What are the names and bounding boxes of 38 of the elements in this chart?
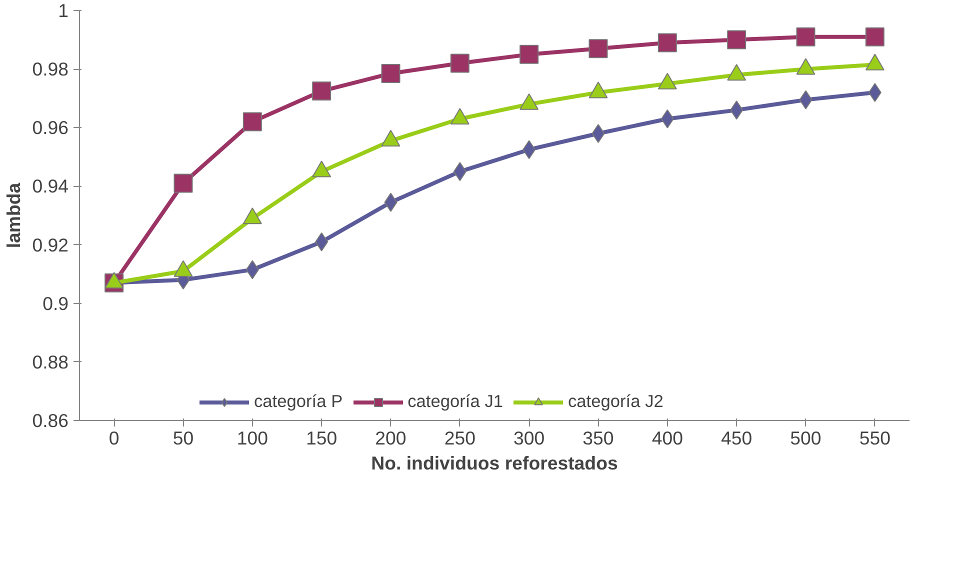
- legend-label: categoría J1: [408, 391, 503, 412]
- point: [865, 27, 884, 46]
- x-tick-label: 250: [444, 428, 476, 448]
- x-tick-label: 450: [721, 428, 752, 448]
- y-axis-title: lambda: [3, 182, 24, 248]
- point: [796, 27, 816, 46]
- point: [592, 124, 605, 143]
- point: [588, 39, 608, 58]
- x-tick-label: 500: [790, 428, 822, 448]
- y-tick-label: 0.96: [32, 117, 68, 138]
- x-tick-label: 550: [859, 428, 890, 448]
- point: [520, 44, 539, 64]
- y-tick-label: 0.88: [32, 351, 68, 372]
- point: [727, 30, 746, 50]
- x-tick-label: 200: [375, 428, 406, 448]
- point: [312, 82, 332, 101]
- x-tick-label: 0: [108, 428, 120, 448]
- y-tick-label: 0.94: [32, 176, 68, 197]
- point: [658, 33, 677, 52]
- x-tick-label: 350: [582, 428, 614, 448]
- y-tick-label: 0.9: [42, 292, 69, 314]
- point: [242, 112, 262, 132]
- point: [450, 54, 470, 73]
- x-tick-label: 400: [652, 428, 683, 448]
- x-tick-label: 100: [236, 428, 268, 448]
- point: [174, 174, 193, 193]
- x-tick-label: 300: [514, 428, 545, 448]
- legend-label: categoría J2: [568, 391, 664, 412]
- y-tick-label: 0.92: [32, 234, 68, 256]
- x-axis-title: No. individuos reforestados: [371, 452, 618, 474]
- y-tick-label: 1: [58, 0, 69, 21]
- y-tick-label: 0.86: [32, 410, 68, 431]
- legend-label: categoría P: [254, 391, 343, 412]
- x-tick-label: 150: [306, 428, 338, 448]
- point: [381, 64, 400, 83]
- x-tick-label: 50: [172, 428, 194, 448]
- y-tick-label: 0.98: [32, 58, 68, 80]
- point: [868, 83, 882, 102]
